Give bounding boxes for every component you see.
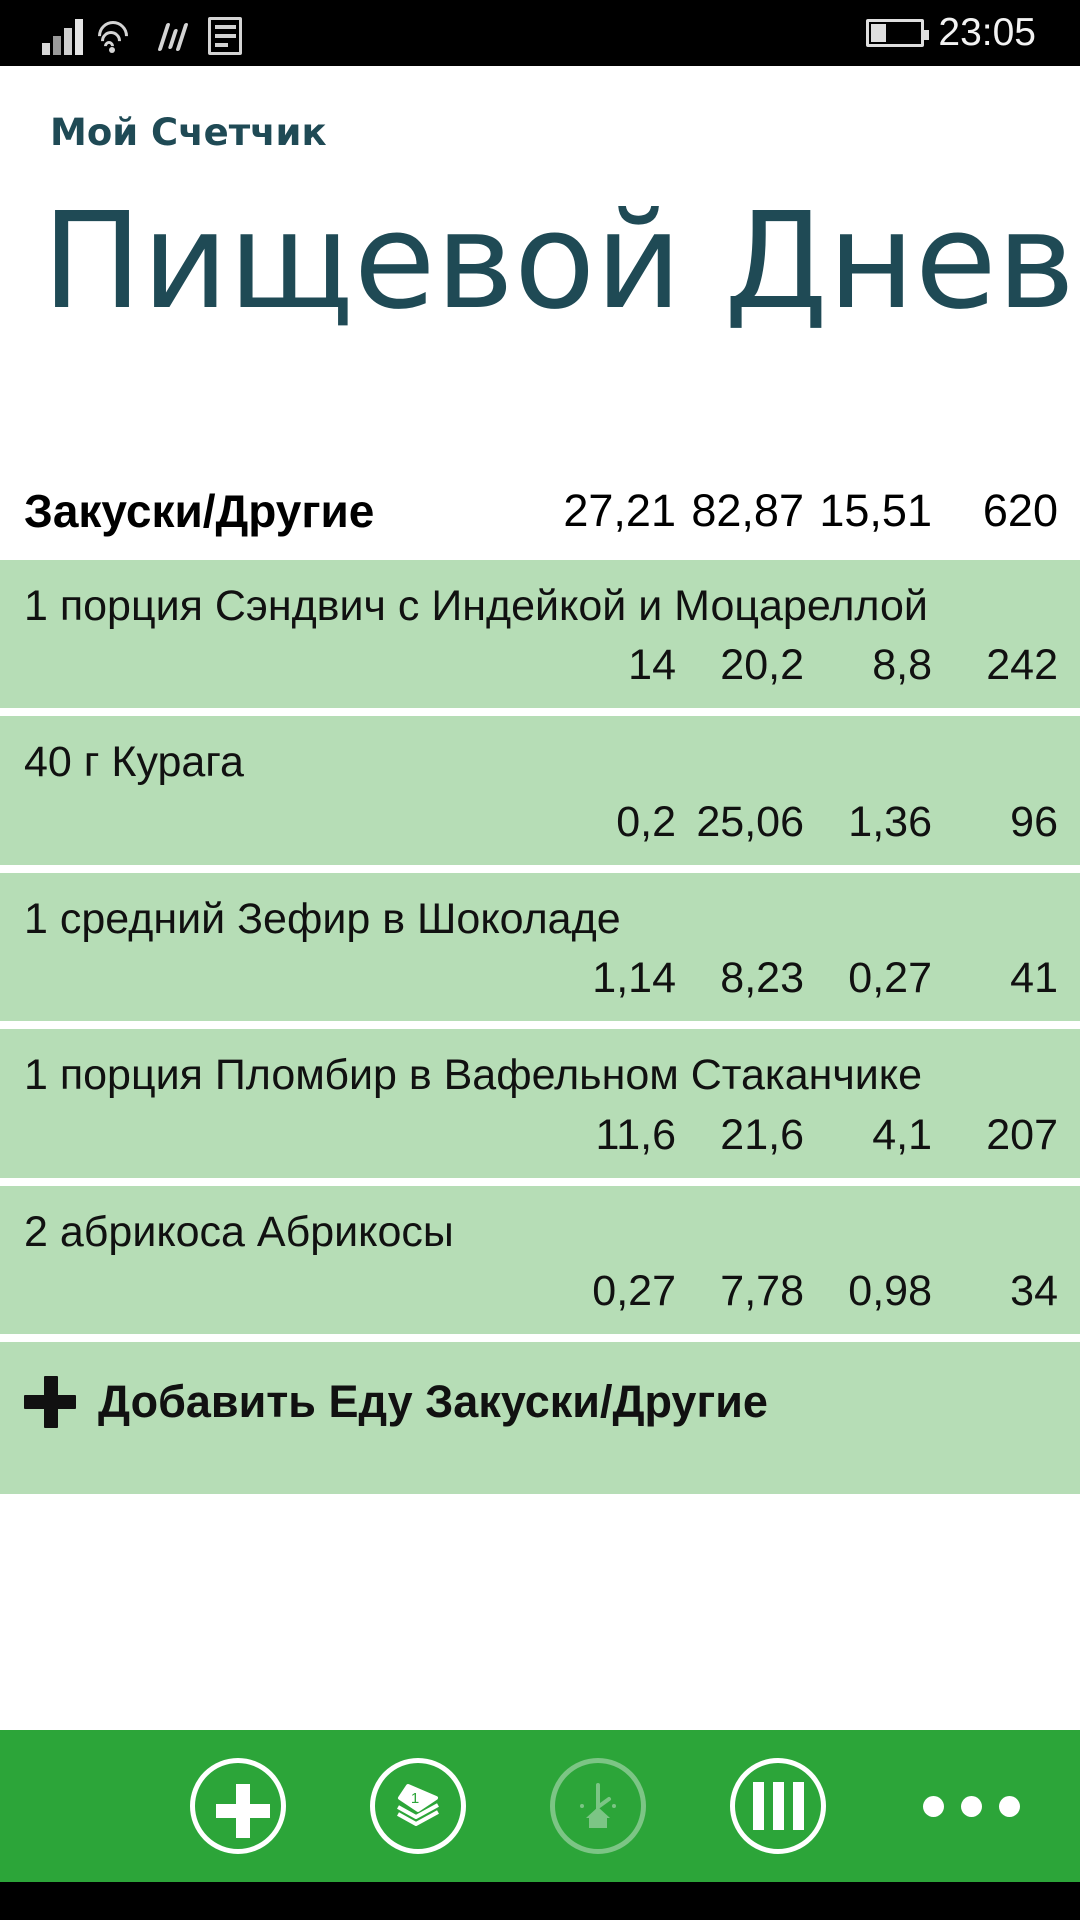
charts-button[interactable] (730, 1758, 826, 1854)
food-item-calories: 207 (986, 1110, 1058, 1159)
page-header: Мой Счетчик Пищевой Дневник (0, 66, 1080, 329)
card-stack-icon: 1 (397, 1784, 439, 1826)
food-item-values: 11,6 21,6 4,1 207 (0, 1110, 1059, 1160)
add-button[interactable] (190, 1758, 286, 1854)
more-dots-icon (923, 1795, 944, 1817)
food-item-name: 1 порция Пломбир в Вафельном Стаканчике (24, 1051, 922, 1100)
meal-total-calories: 620 (982, 485, 1058, 536)
home-clock-button[interactable] (550, 1758, 646, 1854)
data-transfer-icon (157, 19, 191, 55)
food-item-protein: 0,98 (848, 1267, 932, 1316)
food-list: 1 порция Сэндвич с Индейкой и Моцареллой… (0, 560, 1080, 1495)
meal-total-carbs: 82,87 (691, 485, 804, 536)
food-item-protein: 0,27 (848, 954, 932, 1003)
system-navigation-bar (0, 1882, 1080, 1920)
add-food-button[interactable]: Добавить Еду Закуски/Другие (0, 1342, 1080, 1463)
food-list-item[interactable]: 1 порция Пломбир в Вафельном Стаканчике … (0, 1029, 1080, 1178)
plus-icon (24, 1376, 76, 1429)
signal-bars-icon (42, 19, 83, 55)
svg-text:1: 1 (411, 1790, 419, 1807)
more-dots-icon (961, 1795, 982, 1817)
food-item-fat: 11,6 (595, 1110, 677, 1159)
meal-totals: 27,21 82,87 15,51 620 (518, 485, 1058, 537)
app-bar-buttons: 1 (190, 1758, 826, 1854)
bars-icon (752, 1782, 804, 1830)
add-food-label: Добавить Еду Закуски/Другие (98, 1376, 768, 1428)
bottom-app-bar: 1 (0, 1730, 1080, 1882)
meal-total-fat: 27,21 (563, 485, 676, 536)
food-item-values: 0,27 7,78 0,98 34 (0, 1267, 1058, 1316)
food-item-protein: 8,8 (872, 641, 932, 690)
status-bar: 23:05 (0, 0, 1080, 66)
food-item-name: 1 средний Зефир в Шоколаде (24, 894, 621, 943)
clock-house-icon (580, 1783, 616, 1828)
food-list-item[interactable]: 2 абрикоса Абрикосы 0,27 7,78 0,98 34 (0, 1185, 1080, 1335)
food-item-carbs: 20,2 (720, 641, 804, 690)
food-item-carbs: 7,78 (720, 1267, 804, 1316)
food-item-fat: 0,27 (592, 1267, 676, 1316)
food-item-carbs: 8,23 (720, 954, 804, 1003)
page-title: Пищевой Дневник (42, 185, 1080, 339)
food-item-values: 14 20,2 8,8 242 (0, 641, 1058, 690)
food-list-item[interactable]: 1 порция Сэндвич с Индейкой и Моцареллой… (0, 560, 1080, 709)
food-item-fat: 1,14 (592, 954, 676, 1003)
food-item-carbs: 25,06 (696, 797, 804, 846)
food-item-values: 0,2 25,06 1,36 96 (0, 798, 1058, 847)
wifi-icon (91, 14, 140, 58)
food-item-fat: 0,2 (616, 797, 676, 846)
food-item-protein: 1,36 (848, 797, 932, 846)
more-dots-icon (999, 1795, 1020, 1817)
app-name: Мой Счетчик (50, 111, 327, 154)
food-item-values: 1,14 8,23 0,27 41 (0, 954, 1058, 1003)
meal-name: Закуски/Другие (24, 485, 375, 537)
food-item-calories: 96 (1010, 797, 1058, 846)
food-item-fat: 14 (628, 641, 676, 690)
food-item-name: 1 порция Сэндвич с Индейкой и Моцареллой (24, 582, 928, 630)
food-item-name: 40 г Курага (24, 738, 244, 787)
more-options-button[interactable] (923, 1795, 1020, 1817)
food-item-calories: 34 (1010, 1267, 1058, 1316)
sim-card-icon (208, 17, 242, 55)
diary-cards-button[interactable]: 1 (370, 1758, 466, 1854)
status-bar-clock: 23:05 (938, 11, 1036, 54)
food-item-calories: 41 (1010, 954, 1058, 1003)
battery-icon (866, 19, 930, 47)
meal-header-row[interactable]: Закуски/Другие 27,21 82,87 15,51 620 (0, 468, 1080, 554)
meal-total-protein: 15,51 (819, 485, 932, 536)
food-item-name: 2 абрикоса Абрикосы (24, 1207, 454, 1256)
status-bar-left-icons (42, 11, 242, 58)
food-list-item[interactable]: 40 г Курага 0,2 25,06 1,36 96 (0, 716, 1080, 865)
food-item-calories: 242 (986, 641, 1058, 690)
food-item-protein: 4,1 (872, 1110, 932, 1159)
status-bar-right: 23:05 (866, 11, 1036, 55)
food-item-carbs: 21,6 (720, 1110, 804, 1159)
food-list-item[interactable]: 1 средний Зефир в Шоколаде 1,14 8,23 0,2… (0, 872, 1080, 1022)
section-spacer (0, 1462, 1080, 1495)
